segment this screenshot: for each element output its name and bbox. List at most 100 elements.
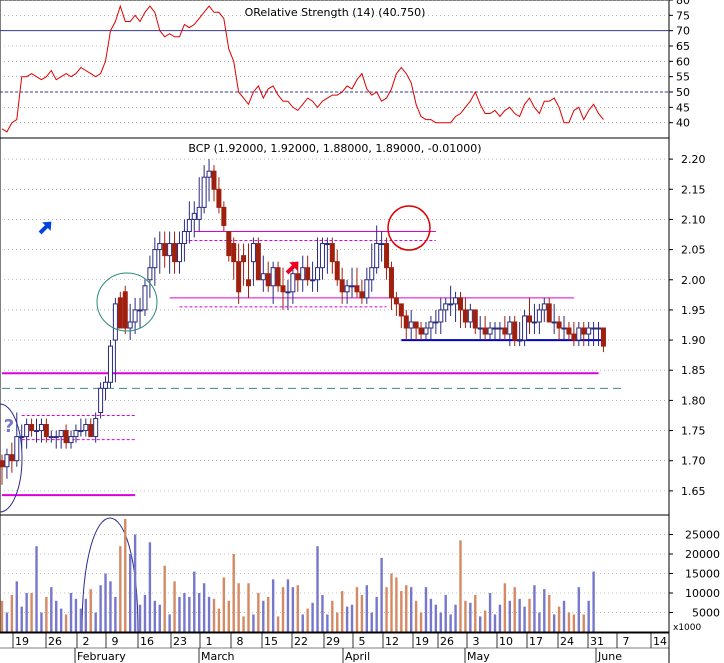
rsi-levels (0, 30, 669, 93)
candle (275, 261, 281, 292)
candle-body (58, 430, 64, 438)
candle-body (53, 436, 59, 439)
candle-body (246, 279, 251, 287)
candle (600, 327, 606, 353)
candle-body (369, 267, 375, 281)
candle-body (142, 285, 148, 311)
volume-bar (345, 606, 349, 632)
month-label: May (467, 650, 490, 663)
candle (339, 267, 345, 304)
candle (29, 418, 35, 437)
volume-bar (483, 610, 487, 632)
candle-body (349, 285, 355, 288)
candle-body (290, 273, 296, 293)
volume-bar (55, 600, 58, 632)
candle-body (556, 321, 562, 329)
candle (571, 321, 577, 347)
candle-body (591, 327, 597, 330)
volume-bar (409, 587, 413, 632)
candle-body (374, 243, 380, 269)
candle-body (324, 243, 330, 246)
candle-body (482, 327, 488, 335)
candle-body (19, 436, 25, 439)
candle-body (487, 327, 493, 335)
candle (324, 237, 330, 274)
candle (443, 297, 449, 322)
volume-bar (74, 598, 78, 632)
day-label: 3 (473, 635, 480, 648)
candle (142, 279, 148, 316)
candle-body (265, 273, 271, 287)
candle (418, 321, 424, 341)
candle (147, 255, 153, 298)
candle-body (393, 297, 399, 305)
candle (63, 424, 69, 449)
candle (38, 418, 44, 443)
volume-bar (45, 596, 48, 632)
volume-bar (212, 598, 216, 632)
candle-body (285, 291, 291, 294)
candle-body (497, 327, 503, 330)
candle (364, 267, 370, 304)
day-label: 15 (264, 635, 278, 648)
candle-body (443, 303, 449, 311)
candle (211, 165, 217, 202)
red-up-right-arrow-icon (285, 261, 299, 275)
candle (576, 321, 582, 347)
volume-bar (405, 585, 408, 632)
candle-body (211, 170, 217, 190)
candle-body (359, 291, 365, 299)
volume-bar (89, 589, 92, 632)
volume-bar (592, 571, 595, 632)
candle-body (24, 424, 30, 438)
candle-body (34, 430, 40, 433)
candle (388, 261, 394, 310)
candle (231, 237, 237, 280)
candle-body (241, 255, 247, 263)
candle (236, 243, 242, 304)
candle-body (522, 315, 528, 341)
volume-bar (498, 604, 502, 632)
candle-body (334, 261, 340, 281)
candle (403, 309, 409, 341)
volume-bar (5, 612, 9, 632)
candle (522, 309, 528, 347)
candle-body (93, 417, 99, 438)
candle (517, 321, 523, 347)
candle (369, 243, 375, 292)
candle-body (196, 206, 202, 220)
candle (53, 430, 59, 449)
candle (181, 219, 187, 262)
candle (349, 267, 355, 298)
candle (334, 249, 340, 286)
candle-body (467, 309, 473, 323)
volume-bar (419, 612, 423, 632)
volume-bar (587, 600, 590, 632)
candle (73, 424, 79, 443)
candle-body (9, 454, 15, 462)
candle (122, 285, 128, 335)
candle-body (571, 333, 577, 341)
volume-bar (291, 587, 295, 632)
candle (9, 442, 15, 473)
volume-bar (119, 546, 122, 632)
volume-bar (311, 602, 314, 632)
volume-bar (503, 583, 507, 632)
candle-body (541, 303, 547, 311)
price-tick-label: 1.75 (681, 425, 706, 438)
candle-body (403, 315, 409, 329)
volume-bar (183, 593, 186, 632)
rsi-line (1, 4, 604, 133)
candle-body (122, 291, 128, 329)
rsi-tick-label: 65 (676, 40, 690, 53)
candle-body (517, 339, 523, 342)
volume-bar (252, 614, 255, 632)
volume-bar (543, 589, 546, 632)
day-label: 19 (15, 635, 29, 648)
candle (216, 177, 222, 214)
volume-bar (449, 614, 452, 632)
volume-bar (414, 600, 418, 632)
candle (315, 237, 321, 292)
candle-body (418, 327, 424, 335)
candle-body (507, 321, 513, 335)
